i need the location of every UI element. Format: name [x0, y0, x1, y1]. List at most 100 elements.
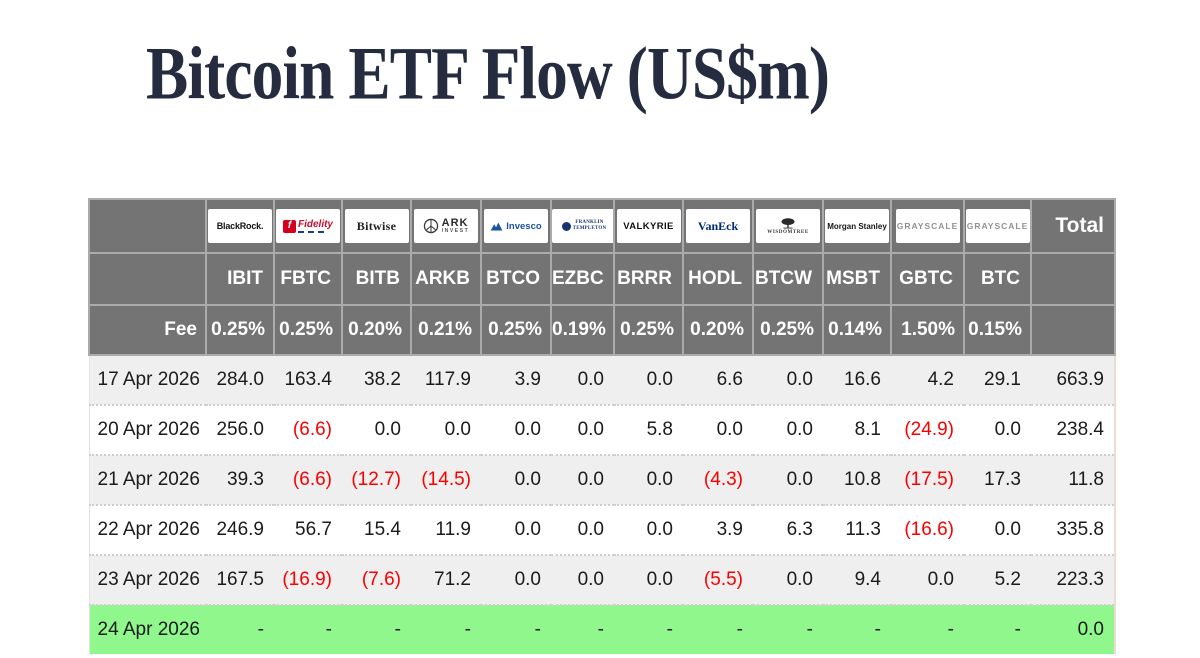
flow-value: 0.0	[551, 555, 614, 606]
wisdomtree-tree-icon	[781, 217, 795, 228]
fidelity-f-icon: f	[282, 219, 296, 233]
row-total: 223.3	[1031, 555, 1116, 606]
ticker-cell: FBTC	[273, 252, 343, 306]
flow-value: (7.6)	[342, 555, 411, 606]
table-row: 23 Apr 2026 167.5 (16.9) (7.6) 71.2 0.0 0.0 0.0…	[88, 555, 1116, 606]
grayscale-logo-text: GRAYSCALE	[966, 221, 1029, 231]
flow-value: 0.0	[753, 355, 823, 406]
grayscale-logo-text: GRAYSCALE	[896, 221, 959, 231]
provider-logo-cell: Morgan Stanley	[822, 198, 892, 254]
corner-cell	[88, 252, 207, 306]
etf-flow-table: BlackRock. f Fidelity	[88, 198, 1116, 654]
table-row: 24 Apr 2026- - - - - - - - - - - -0.0	[88, 605, 1116, 654]
fee-cell-empty	[1030, 304, 1116, 356]
provider-logo-cell: ARK INVEST	[410, 198, 482, 254]
vaneck-logo-text: VanEck	[697, 218, 739, 233]
valkyrie-logo: VALKYRIE	[616, 209, 681, 243]
flow-value: 0.0	[753, 455, 823, 506]
flow-value: 5.8	[614, 405, 683, 456]
ticker-cell: BTC	[963, 252, 1032, 306]
flow-value: 8.1	[823, 405, 891, 456]
flow-value: 0.0	[614, 555, 683, 606]
flow-value: 0.0	[964, 405, 1031, 456]
franklin-logo-line2: TEMPLETON	[572, 226, 607, 231]
row-date: 24 Apr 2026	[88, 605, 206, 654]
fidelity-underline	[297, 230, 324, 233]
flow-value: 0.0	[683, 405, 753, 456]
ark-circle-icon	[423, 218, 438, 234]
flow-value: -	[206, 605, 274, 654]
franklin-logo-line1: FRANKLIN	[575, 220, 604, 225]
flow-value: -	[891, 605, 964, 654]
flow-value: 256.0	[206, 405, 274, 456]
flow-value: -	[753, 605, 823, 654]
fee-cell: 0.25%	[613, 304, 684, 356]
flow-value: 0.0	[753, 405, 823, 456]
total-column-header: Total	[1030, 198, 1116, 254]
bitwise-logo: Bitwise	[344, 209, 409, 243]
flow-value: 0.0	[551, 455, 614, 506]
grayscale-logo: GRAYSCALE	[895, 209, 960, 243]
flow-value: 0.0	[551, 355, 614, 406]
flow-value: 5.2	[964, 555, 1031, 606]
corner-cell	[88, 198, 207, 254]
flow-value: 0.0	[964, 505, 1031, 556]
flow-value: (17.5)	[891, 455, 964, 506]
flow-value: 0.0	[614, 355, 683, 406]
ticker-cell: IBIT	[205, 252, 275, 306]
fee-cell: 0.25%	[273, 304, 343, 356]
flow-value: 0.0	[753, 555, 823, 606]
fee-cell: 0.25%	[752, 304, 824, 356]
provider-logo-cell: GRAYSCALE	[963, 198, 1032, 254]
flow-value: 163.4	[274, 355, 342, 406]
fidelity-logo: f Fidelity	[276, 209, 340, 243]
provider-logo-cell: VanEck	[682, 198, 754, 254]
fidelity-logo-text: Fidelity	[297, 218, 333, 230]
flow-value: (16.6)	[891, 505, 964, 556]
row-date: 21 Apr 2026	[88, 455, 206, 506]
morgan-stanley-logo: Morgan Stanley	[825, 209, 889, 243]
flow-value: 17.3	[964, 455, 1031, 506]
invesco-logo: Invesco	[484, 209, 548, 243]
flow-value: (4.3)	[683, 455, 753, 506]
flow-value: 246.9	[206, 505, 274, 556]
row-date: 20 Apr 2026	[88, 405, 206, 456]
flow-value: 3.9	[481, 355, 551, 406]
flow-value: 15.4	[342, 505, 411, 556]
flow-value: -	[614, 605, 683, 654]
flow-value: (12.7)	[342, 455, 411, 506]
flow-value: 0.0	[551, 505, 614, 556]
flow-value: -	[964, 605, 1031, 654]
flow-value: 284.0	[206, 355, 274, 406]
ticker-cell: BTCO	[480, 252, 552, 306]
provider-logo-cell: Bitwise	[341, 198, 412, 254]
franklin-templeton-logo: FRANKLIN TEMPLETON	[552, 209, 616, 243]
fee-cell: 0.19%	[550, 304, 615, 356]
flow-value: 6.6	[683, 355, 753, 406]
morgan-stanley-logo-text: Morgan Stanley	[827, 221, 887, 231]
flow-value: 117.9	[411, 355, 481, 406]
fee-cell: 0.25%	[480, 304, 552, 356]
ticker-cell: GBTC	[890, 252, 965, 306]
flow-value: (5.5)	[683, 555, 753, 606]
flow-value: 0.0	[614, 505, 683, 556]
flow-value: (6.6)	[274, 405, 342, 456]
flow-value: 167.5	[206, 555, 274, 606]
grayscale-logo: GRAYSCALE	[965, 209, 1030, 243]
wisdomtree-logo: WISDOMTREE	[756, 209, 820, 243]
blackrock-logo-text: BlackRock.	[216, 221, 264, 231]
fee-cell: 0.21%	[410, 304, 482, 356]
ticker-cell: BRRR	[613, 252, 684, 306]
flow-value: -	[411, 605, 481, 654]
flow-value: -	[274, 605, 342, 654]
franklin-circle-icon	[561, 221, 571, 231]
flow-value: 10.8	[823, 455, 891, 506]
provider-logo-cell: FRANKLIN TEMPLETON	[550, 198, 616, 254]
valkyrie-logo-text: VALKYRIE	[623, 220, 674, 232]
flow-value: 0.0	[411, 405, 481, 456]
ticker-cell: BTCW	[752, 252, 824, 306]
table-row: 20 Apr 2026 256.0 (6.6) 0.0 0.0 0.0 0.0 5.8 0.0 0…	[88, 405, 1116, 456]
fee-row: Fee 0.25% 0.25% 0.20% 0.21% 0.25% 0.19% …	[88, 304, 1116, 356]
flow-value: 0.0	[481, 455, 551, 506]
